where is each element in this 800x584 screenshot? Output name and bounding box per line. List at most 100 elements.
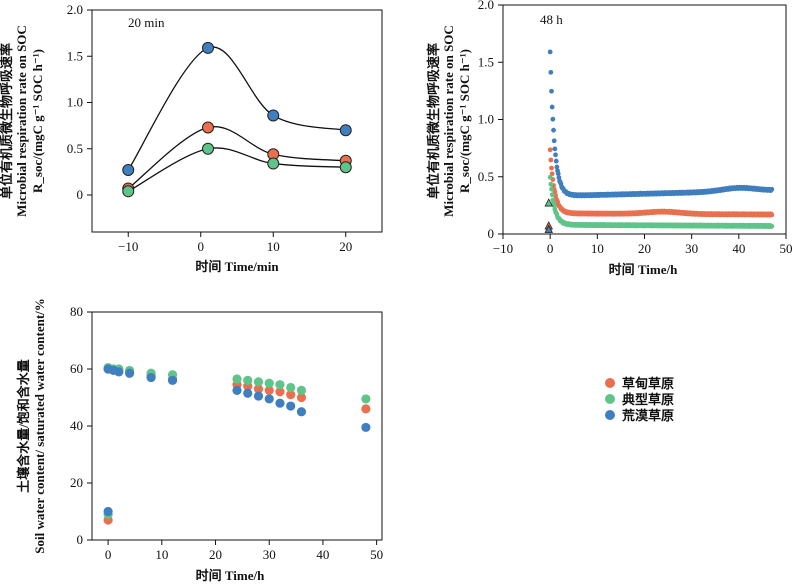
panel-48h-xlabel: 时间 Time/h [609,262,679,277]
data-point-0 [553,152,558,158]
y-tick-label: 1.5 [478,54,494,69]
panel-20min: −10 0 10 20 0 0.5 1.0 1.5 2.0 20 min 时间 Time/min… [0,2,383,274]
data-point-1 [549,171,555,177]
data-point-2 [264,394,274,404]
data-point-2 [548,181,554,187]
panel-soil-water-frame [91,311,383,541]
data-point-1 [243,375,253,385]
legend-swatch-desert-steppe [605,410,615,420]
data-point-0 [549,88,554,94]
x-tick-label: 0 [547,241,554,256]
data-point-2 [549,186,554,192]
panel-20min-ylabel-line3: R_soc/(mgC g⁻¹ SOC h⁻¹) [30,49,45,193]
panel-20min-xlabel: 时间 Time/min [195,259,279,274]
data-point-0 [264,385,274,395]
data-point-0 [554,164,560,170]
y-tick-label: 1.0 [67,95,83,110]
data-point-2 [232,385,242,395]
panel-soil-water-ylabel-line1: 土壤含水量/饱和含水量 [16,359,31,493]
data-point-0 [555,171,561,177]
data-point-0 [202,41,214,54]
data-point-0 [253,384,264,394]
data-point-2 [146,372,156,383]
data-point-0 [296,392,307,403]
data-point-2 [551,203,557,208]
panel-48h-ylabel-line1: 单位有机质微生物呼吸速率 [426,43,441,199]
data-point-2 [547,174,553,180]
data-point-1 [264,378,274,388]
legend-label-desert-steppe: 荒漠草原 [621,408,674,423]
data-point-0 [550,116,556,122]
data-point-1 [232,374,242,384]
x-tick-label: 30 [263,547,276,562]
panel-soil-water-xlabel: 时间 Time/h [196,568,266,583]
data-point-1 [549,165,554,171]
x-tick-label: 20 [209,547,222,562]
y-tick-label: 1.0 [478,112,494,127]
data-point-0 [548,69,554,75]
x-tick-label: 50 [370,547,383,562]
data-point-2 [253,391,264,401]
panel-soil-water-ylabel-line2: Soil water content/ saturated water cont… [32,298,47,554]
x-tick-label: 50 [780,241,793,256]
data-point-0 [769,186,775,192]
data-point-0 [551,127,556,133]
x-tick-label: 10 [267,239,280,254]
x-tick-label: −10 [493,241,513,256]
data-point-1 [548,157,554,163]
y-tick-label: 1.5 [67,48,83,63]
panel-20min-ylabel-line2: Microbial respiration rate on SOC [14,25,29,217]
data-point-0 [549,104,555,110]
panel-20min-annotation: 20 min [128,15,165,30]
panel-48h-ylabel-line2: Microbial respiration rate on SOC [441,25,456,217]
data-point-0 [553,158,559,164]
y-tick-label: 0.5 [478,169,494,184]
y-tick-label: 0 [77,187,84,202]
data-point-0 [552,146,558,152]
legend-label-typical-steppe: 典型草原 [622,392,674,407]
data-point-2 [339,161,352,174]
x-tick-label: 20 [339,239,352,254]
data-point-1 [275,380,285,390]
data-point-0 [122,164,135,177]
x-tick-label: 0 [105,547,112,562]
y-tick-label: 80 [70,304,83,319]
panel-soil-water-marks: 0 10 20 30 40 50 0 20 40 60 80 [70,304,383,562]
data-point-1 [769,212,775,218]
data-point-2 [549,192,555,198]
data-point-2 [296,407,307,417]
x-tick-label: 40 [732,241,745,256]
series-line-2 [127,147,346,192]
legend: 草甸草原 典型草原 荒漠草原 [605,376,674,423]
triangle-marker [544,224,554,233]
data-point-2 [267,157,280,170]
data-point-0 [286,390,296,400]
panel-20min-ylabel-line1: 单位有机质微生物呼吸速率 [0,43,14,199]
data-point-2 [124,368,135,378]
panel-20min-marks: −10 0 10 20 0 0.5 1.0 1.5 2.0 [67,2,353,254]
y-tick-label: 0 [77,532,84,547]
data-point-2 [286,401,296,411]
panel-soil-water: 0 10 20 30 40 50 0 20 40 60 80 时间 Time/h 土壤含水量/饱和含… [16,298,383,583]
data-point-1 [296,385,307,395]
data-point-2 [202,142,214,155]
data-point-2 [769,223,775,229]
data-point-2 [103,506,113,517]
panel-48h-frame [502,4,787,235]
data-point-0 [339,124,352,137]
data-point-1 [547,147,553,153]
data-point-1 [253,377,264,387]
data-point-0 [267,109,280,122]
panel-20min-frame [91,9,383,233]
series-line-0 [127,46,346,171]
y-tick-label: 20 [70,475,83,490]
x-tick-label: 10 [591,241,604,256]
data-point-0 [361,404,371,414]
data-point-2 [167,375,178,385]
x-tick-label: 0 [198,239,205,254]
x-tick-label: 30 [685,241,698,256]
data-point-0 [275,387,285,397]
triangle-marker [544,198,554,207]
